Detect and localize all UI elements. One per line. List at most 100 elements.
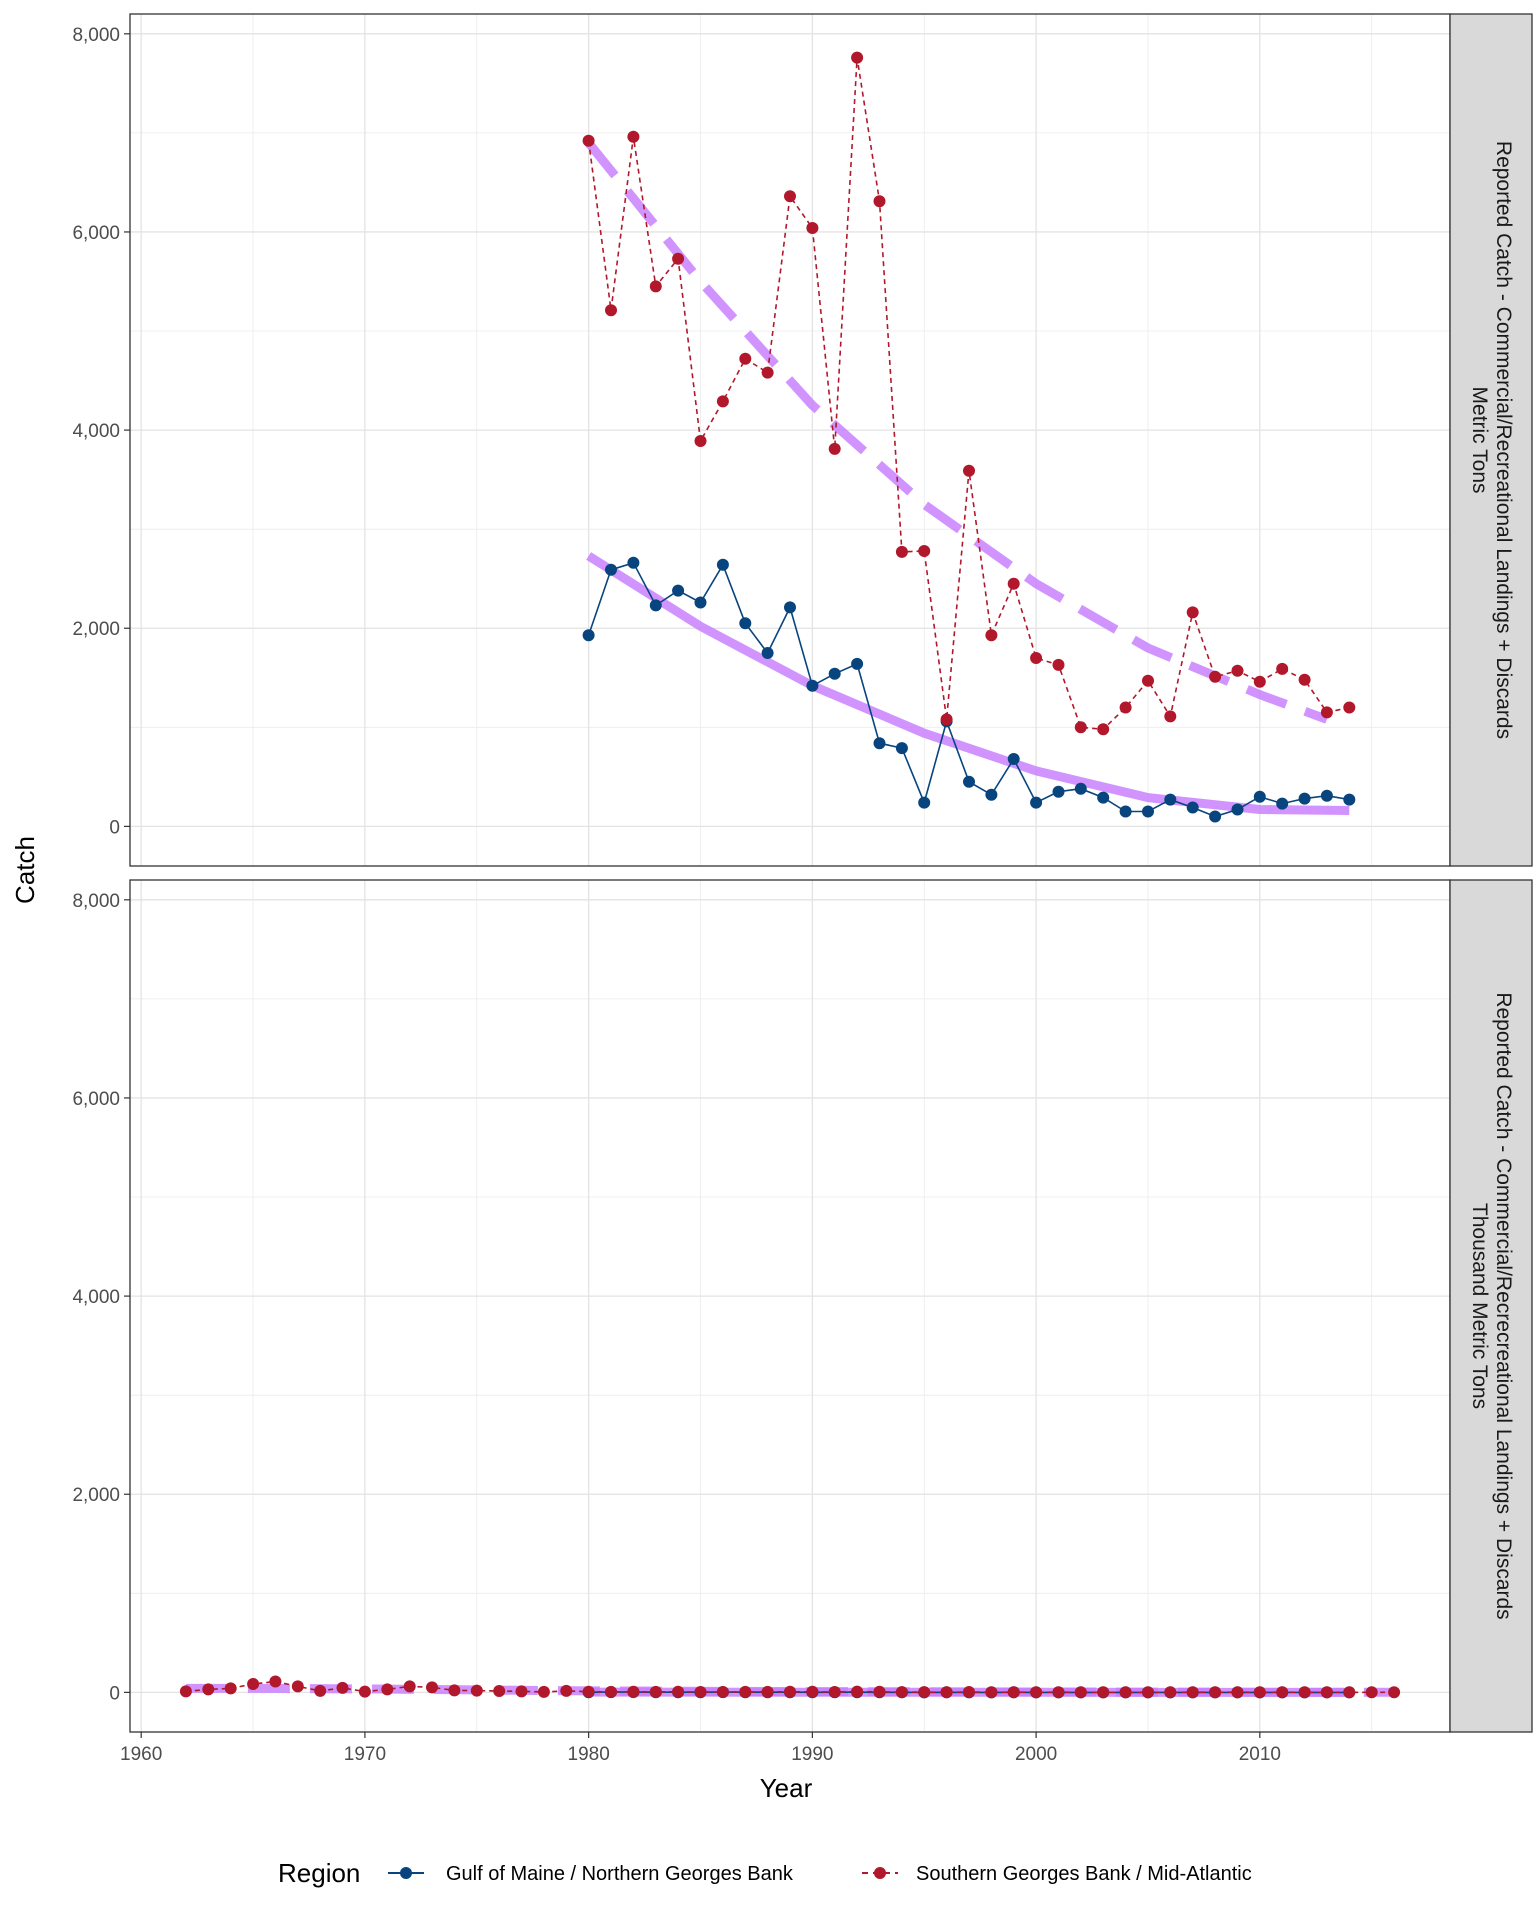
- data-point-southern: [336, 1681, 349, 1694]
- data-point-southern: [403, 1680, 416, 1693]
- facet-strip-label: Reported Catch - Commercial/Recreational…: [1468, 141, 1515, 739]
- data-point-southern: [918, 545, 931, 557]
- data-point-southern: [873, 1685, 886, 1698]
- data-point-southern: [202, 1683, 215, 1696]
- data-point-southern: [1007, 1686, 1020, 1699]
- data-point-southern: [873, 195, 886, 208]
- data-point-southern: [1231, 1686, 1244, 1699]
- data-point-southern: [918, 1686, 931, 1699]
- data-point-gulf: [1320, 789, 1333, 802]
- legend-label-southern: Southern Georges Bank / Mid-Atlantic: [916, 1863, 1252, 1885]
- data-point-southern: [1365, 1686, 1378, 1699]
- data-point-southern: [627, 130, 640, 143]
- data-point-southern: [985, 1686, 998, 1699]
- y-tick-label: 2,000: [72, 1485, 120, 1506]
- legend-label-gulf: Gulf of Maine / Northern Georges Bank: [446, 1863, 794, 1885]
- x-tick-label: 2000: [1015, 1744, 1057, 1765]
- data-point-southern: [806, 222, 819, 234]
- data-point-southern: [179, 1685, 192, 1698]
- data-point-southern: [1074, 1686, 1087, 1699]
- data-point-southern: [963, 1686, 975, 1698]
- data-point-gulf: [1276, 797, 1289, 810]
- x-tick-label: 1960: [120, 1744, 162, 1765]
- data-point-southern: [985, 629, 998, 642]
- data-point-southern: [940, 713, 953, 726]
- data-point-southern: [448, 1684, 461, 1697]
- data-point-gulf: [582, 629, 595, 642]
- data-point-southern: [1164, 710, 1177, 723]
- data-point-southern: [1052, 1686, 1065, 1699]
- facet-strip: Reported Catch - Commercial/Recrecreatio…: [1449, 879, 1533, 1733]
- data-point-southern: [1142, 674, 1154, 687]
- data-point-southern: [761, 1685, 774, 1698]
- data-point-gulf: [672, 584, 685, 597]
- panels-layer: 0 2,000 4,000 6,000 8,000 Reported Catch - Co…: [72, 13, 1533, 1765]
- data-point-southern: [739, 1685, 752, 1698]
- data-point-gulf: [1052, 785, 1065, 798]
- facet-strip-line: Metric Tons: [1468, 387, 1491, 494]
- data-point-southern: [291, 1680, 304, 1693]
- data-point-southern: [851, 1685, 864, 1698]
- data-point-southern: [1253, 1686, 1266, 1699]
- data-point-gulf: [918, 796, 931, 809]
- data-point-southern: [649, 280, 662, 293]
- data-point-gulf: [716, 558, 729, 571]
- data-point-southern: [1388, 1686, 1401, 1699]
- y-axis-title: Catch: [10, 836, 40, 904]
- data-point-southern: [1074, 721, 1087, 734]
- data-point-southern: [1030, 1686, 1043, 1699]
- y-tick-label: 2,000: [72, 619, 120, 640]
- panel-2: 0 2,000 4,000 6,000 8,000 Reported Catch - Co…: [72, 879, 1533, 1765]
- data-point-southern: [269, 1675, 282, 1688]
- data-point-southern: [247, 1678, 260, 1690]
- x-tick-label: 1970: [344, 1744, 386, 1765]
- y-tick-label: 0: [109, 1683, 120, 1704]
- legend: Region Gulf of Maine / Northern Georges …: [278, 1858, 1252, 1888]
- data-point-southern: [672, 252, 685, 265]
- y-tick-label: 8,000: [72, 891, 120, 912]
- facet-strip-line: Reported Catch - Commercial/Recreational…: [1492, 141, 1515, 739]
- data-point-gulf: [1186, 801, 1199, 814]
- data-point-southern: [1253, 675, 1266, 688]
- data-point-southern: [761, 366, 774, 379]
- x-tick-label: 1990: [791, 1744, 833, 1765]
- data-point-southern: [895, 545, 908, 558]
- y-tick-label: 6,000: [72, 223, 120, 244]
- data-point-southern: [828, 442, 841, 455]
- data-point-gulf: [873, 737, 886, 750]
- y-tick-label: 6,000: [72, 1089, 120, 1110]
- facet-strip-background: [1449, 879, 1533, 1733]
- facet-strip-background: [1449, 13, 1533, 867]
- x-axis-title: Year: [760, 1773, 813, 1803]
- data-point-southern: [515, 1685, 528, 1698]
- data-point-southern: [716, 1686, 729, 1698]
- panel-1: 0 2,000 4,000 6,000 8,000 Reported Catch - Co…: [72, 13, 1533, 867]
- data-point-southern: [1119, 701, 1132, 714]
- data-point-gulf: [1074, 782, 1087, 795]
- data-point-gulf: [784, 601, 796, 614]
- y-tick-label: 8,000: [72, 25, 120, 46]
- data-point-gulf: [1030, 796, 1043, 809]
- data-point-southern: [224, 1682, 237, 1695]
- y-tick-label: 4,000: [72, 1287, 120, 1308]
- data-point-southern: [1320, 1686, 1333, 1699]
- data-point-southern: [582, 134, 595, 147]
- data-point-gulf: [1231, 803, 1244, 816]
- data-point-southern: [1298, 673, 1311, 686]
- data-point-southern: [381, 1683, 394, 1696]
- facet-strip-line: Reported Catch - Commercial/Recrecreatio…: [1492, 992, 1515, 1619]
- data-point-southern: [627, 1685, 640, 1698]
- data-point-southern: [1343, 701, 1356, 714]
- data-point-gulf: [1209, 810, 1222, 823]
- data-point-southern: [716, 395, 729, 408]
- data-point-gulf: [694, 596, 707, 609]
- legend-entry-southern-georges: Southern Georges Bank / Mid-Atlantic: [862, 1863, 1252, 1885]
- data-point-southern: [828, 1686, 841, 1698]
- data-point-southern: [1030, 652, 1043, 664]
- x-tick-label: 2010: [1239, 1744, 1281, 1765]
- data-point-southern: [672, 1685, 685, 1698]
- data-point-southern: [1186, 1686, 1199, 1699]
- data-point-southern: [582, 1685, 595, 1698]
- data-point-gulf: [963, 775, 975, 788]
- data-point-gulf: [1298, 792, 1311, 805]
